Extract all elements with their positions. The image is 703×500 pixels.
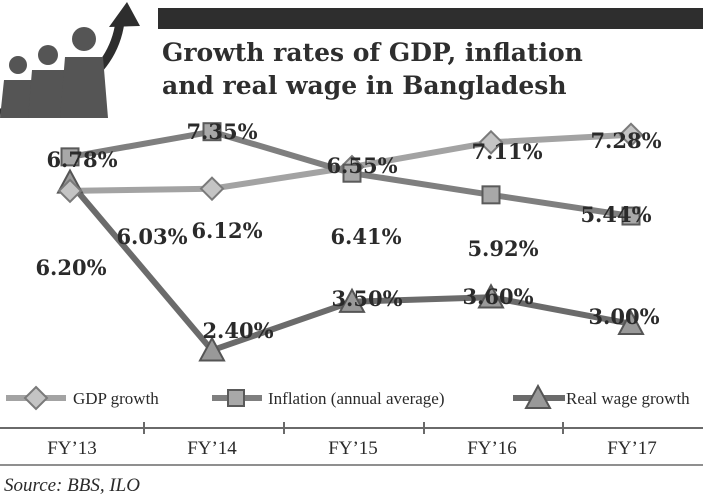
gdp-marker-fy17 (618, 122, 644, 148)
chart-title-line-2: and real wage in Bangladesh (162, 71, 567, 100)
inflation-marker-fy13 (60, 147, 80, 167)
real-wage-label-fy15: 3.50% (331, 286, 402, 311)
legend-gdp-label: GDP growth (73, 389, 159, 408)
inflation-label-fy16: 5.92% (467, 236, 538, 261)
real-wage-label-fy13: 6.20% (35, 255, 106, 280)
x-tick-label-fy16: FY’16 (467, 438, 517, 459)
real-wage-label-fy14: 2.40% (202, 318, 273, 343)
gdp-marker-fy13 (57, 178, 83, 204)
growth-people-icon (0, 2, 140, 118)
header-bar (158, 8, 703, 29)
gdp-label-fy13: 6.03% (116, 224, 187, 249)
real-wage-marker-fy14 (198, 336, 226, 362)
real-wage-label-fy16: 3.60% (462, 284, 533, 309)
real-wage-label-fy17: 3.00% (588, 304, 659, 329)
inflation-marker-fy17 (621, 206, 641, 226)
inflation-label-fy15: 6.41% (330, 224, 401, 249)
gdp-label-fy16: 7.11% (471, 139, 542, 164)
legend: GDP growth Inflation (annual average) Re… (6, 383, 690, 411)
x-tick-label-fy17: FY’17 (607, 438, 657, 459)
gdp-marker-fy14 (199, 176, 225, 202)
x-tick-label-fy15: FY’15 (328, 438, 378, 459)
chart-title-line-1: Growth rates of GDP, inflation (162, 38, 583, 67)
inflation-marker-fy14 (202, 122, 222, 142)
gdp-label-fy15: 6.55% (326, 153, 397, 178)
inflation-label-fy17: 5.44% (580, 202, 651, 227)
inflation-label-fy13: 6.78% (46, 147, 117, 172)
legend-inflation-marker (227, 389, 245, 407)
gdp-label-fy17: 7.28% (590, 128, 661, 153)
legend-gdp-marker (23, 385, 49, 411)
legend-wage-marker (524, 383, 552, 409)
legend-wage-label: Real wage growth (566, 389, 690, 408)
x-tick-label-fy13: FY’13 (47, 438, 97, 459)
real-wage-marker-fy16 (477, 283, 505, 309)
x-tick-label-fy14: FY’14 (187, 438, 237, 459)
legend-inflation-label: Inflation (annual average) (268, 389, 445, 408)
inflation-marker-fy16 (481, 185, 501, 205)
gdp-marker-fy16 (478, 129, 504, 155)
gdp-label-fy14: 6.12% (191, 218, 262, 243)
inflation-marker-fy15 (342, 163, 362, 183)
real-wage-line (67, 180, 632, 354)
real-wage-marker-fy17 (617, 309, 645, 335)
inflation-label-fy14: 7.35% (186, 119, 257, 144)
source-note: Source: BBS, ILO (4, 475, 140, 496)
real-wage-marker-fy15 (338, 287, 366, 313)
